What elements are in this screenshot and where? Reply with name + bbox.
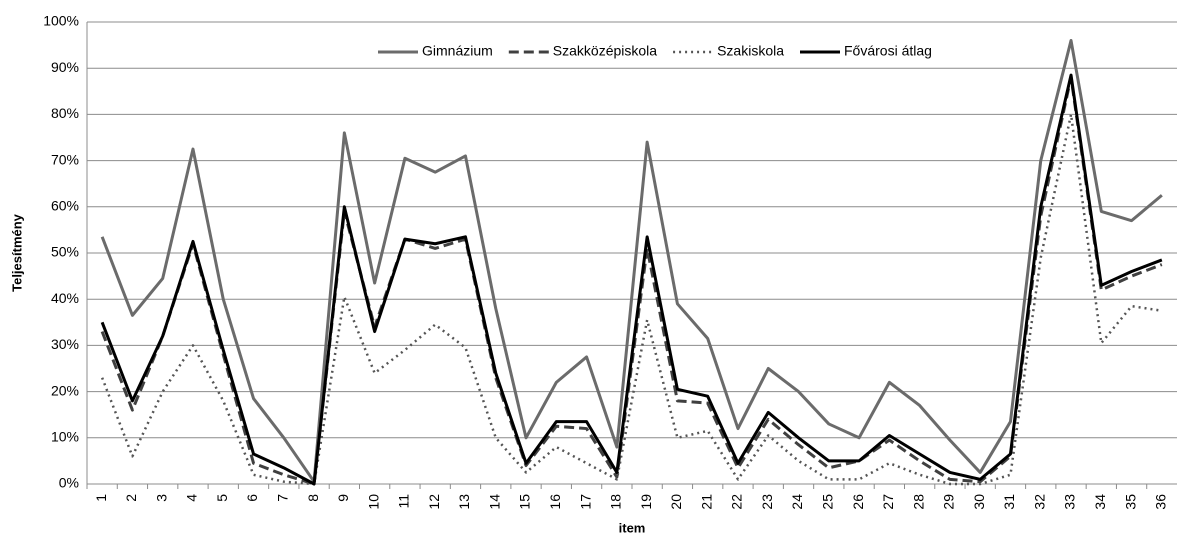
x-tick-label: 31 [1001, 494, 1017, 510]
x-tick-label: 23 [759, 494, 775, 510]
series-line [100, 113, 1163, 486]
y-tick-label: 90% [51, 59, 79, 75]
legend-label: Fővárosi átlag [844, 43, 932, 59]
x-tick-label: 32 [1031, 494, 1047, 510]
x-tick-label: 6 [244, 494, 260, 502]
x-tick-label: 12 [426, 494, 442, 510]
x-tick-label: 30 [971, 494, 987, 510]
x-tick-label: 33 [1062, 494, 1078, 510]
x-tick-label: 4 [184, 494, 200, 502]
legend-label: Szakiskola [717, 43, 784, 59]
y-tick-label: 10% [51, 429, 79, 445]
x-tick-label: 3 [153, 494, 169, 502]
legend-label: Gimnázium [422, 43, 493, 59]
x-tick-label: 17 [577, 494, 593, 510]
x-tick-label: 27 [880, 494, 896, 510]
x-tick-label: 10 [365, 494, 381, 510]
x-tick-label: 19 [638, 494, 654, 510]
x-tick-label: 8 [305, 494, 321, 502]
y-tick-label: 50% [51, 244, 79, 260]
x-tick-label: 26 [850, 494, 866, 510]
y-tick-label: 30% [51, 336, 79, 352]
x-tick-label: 11 [396, 494, 412, 509]
x-axis-title: item [619, 520, 646, 535]
x-tick-label: 22 [729, 494, 745, 510]
y-tick-label: 60% [51, 198, 79, 214]
x-tick-label: 15 [517, 494, 533, 510]
x-tick-label: 9 [335, 494, 351, 502]
x-tick-label: 34 [1092, 494, 1108, 510]
legend-label: Szakközépiskola [553, 43, 657, 59]
x-tick-label: 28 [910, 494, 926, 510]
y-tick-label: 20% [51, 382, 79, 398]
x-tick-label: 2 [123, 494, 139, 502]
x-tick-label: 25 [820, 494, 836, 510]
x-tick-label: 13 [456, 494, 472, 510]
y-axis-title: Teljesítmény [9, 213, 24, 292]
y-tick-label: 70% [51, 151, 79, 167]
x-tick-label: 21 [698, 494, 714, 510]
series-line [100, 73, 1163, 486]
x-tick-label: 14 [486, 494, 502, 510]
x-tick-label: 16 [547, 494, 563, 510]
x-tick-label: 24 [789, 494, 805, 510]
x-tick-label: 5 [214, 494, 230, 502]
series-line [100, 38, 1163, 484]
x-tick-label: 18 [608, 494, 624, 510]
y-tick-label: 80% [51, 105, 79, 121]
x-tick-label: 36 [1153, 494, 1169, 510]
y-tick-label: 100% [43, 13, 79, 29]
x-tick-label: 29 [941, 494, 957, 510]
x-tick-label: 35 [1122, 494, 1138, 510]
x-tick-label: 20 [668, 494, 684, 510]
x-tick-label: 7 [275, 494, 291, 502]
x-tick-label: 1 [93, 494, 109, 502]
y-tick-label: 40% [51, 290, 79, 306]
y-tick-label: 0% [59, 475, 79, 491]
